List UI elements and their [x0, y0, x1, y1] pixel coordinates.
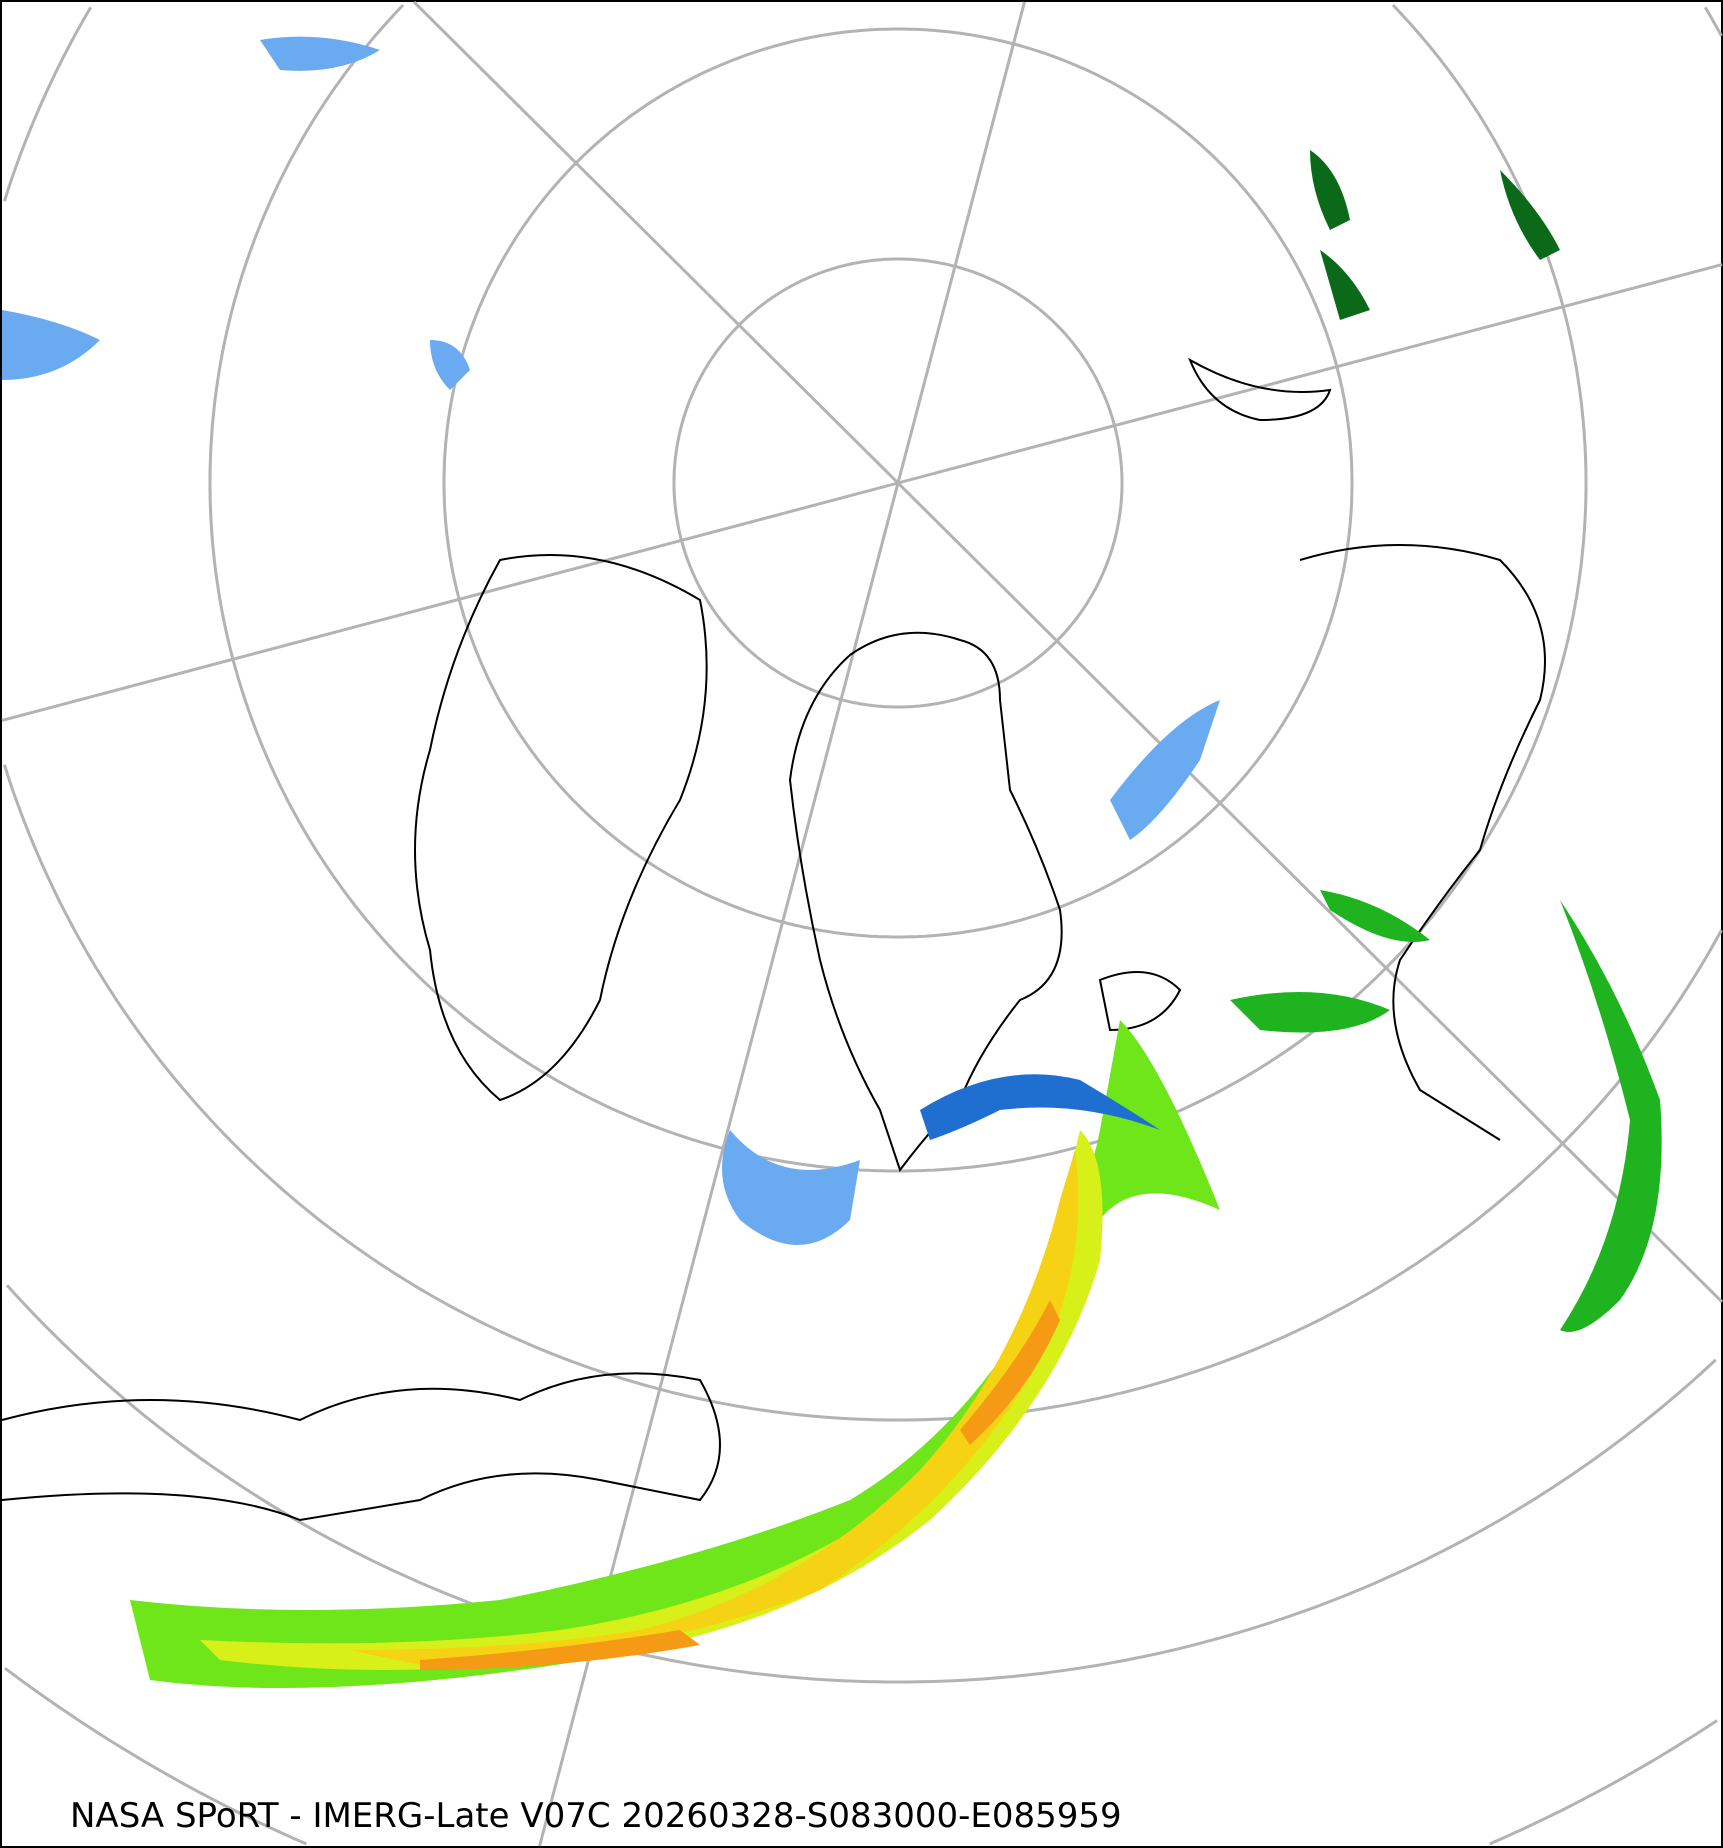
meridian-line — [538, 1, 1026, 1847]
meridian-line — [1, 263, 1723, 722]
precip-north-atlantic — [1230, 890, 1430, 1033]
latitude-circle — [2, 6, 1723, 1422]
novaya-zemlya-coast — [1188, 357, 1332, 422]
arctic-archipelago-coast — [414, 554, 708, 1102]
precip-atmospheric-river — [130, 1020, 1220, 1688]
scandinavia-coast — [1299, 544, 1546, 1141]
precip-snow-heavy — [920, 1074, 1160, 1140]
greenland-coast — [788, 631, 1063, 1173]
latitude-circle — [5, 1284, 1717, 1684]
north-america-coast — [1, 1372, 721, 1522]
latitude-circle — [4, 1666, 1718, 1846]
iceland-coast — [1098, 971, 1182, 1032]
latitude-circle — [672, 257, 1124, 709]
latitude-circle — [442, 27, 1354, 939]
precip-snow-west — [722, 1130, 860, 1245]
precip-europe-band — [1560, 900, 1662, 1332]
precip-light-pacific — [2, 36, 470, 391]
precipitation — [2, 36, 1662, 1688]
map-caption: NASA SPoRT - IMERG-Late V07C 20260328-S0… — [70, 1796, 1122, 1836]
meridian-line — [412, 0, 1723, 1303]
precip-snow-norwegian-sea — [1110, 700, 1220, 840]
coastlines — [1, 357, 1546, 1522]
